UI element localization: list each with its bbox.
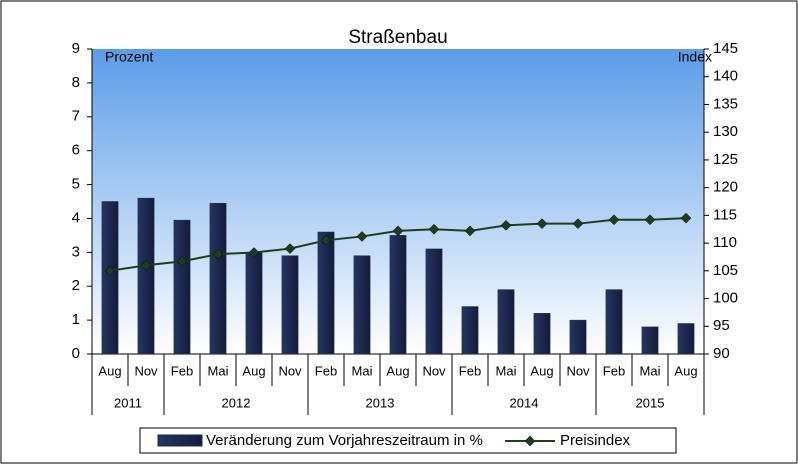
bar	[497, 289, 515, 355]
x-tick-label: Feb	[171, 363, 193, 378]
line-marker	[176, 256, 188, 267]
line-marker	[248, 247, 260, 258]
y2-tick-label: 120	[713, 179, 738, 196]
group-label: 2011	[114, 395, 142, 410]
bar	[569, 319, 587, 355]
line-marker	[680, 212, 692, 224]
bar	[137, 197, 155, 355]
line-marker	[428, 223, 440, 235]
group-label: 2013	[366, 395, 395, 410]
y2-tick-label: 125	[713, 151, 738, 168]
y-axis-title: Prozent	[105, 49, 153, 65]
line-marker	[572, 218, 584, 230]
y2-tick-label: 140	[713, 68, 738, 85]
x-tick-label: Feb	[459, 363, 481, 378]
legend-swatch	[157, 434, 203, 447]
bar	[101, 201, 119, 355]
x-tick-label: Feb	[603, 363, 625, 378]
line-marker	[284, 243, 296, 254]
line-marker	[536, 218, 548, 230]
legend	[139, 427, 677, 454]
bar	[461, 306, 479, 355]
bar	[209, 202, 227, 355]
group-label: 2015	[636, 395, 665, 410]
x-tick-label: Aug	[386, 363, 409, 378]
y-tick-label: 5	[72, 176, 80, 193]
y-tick-label: 1	[72, 311, 80, 328]
y-tick-label: 0	[72, 345, 80, 362]
x-tick-label: Feb	[315, 363, 337, 378]
bar	[533, 313, 551, 355]
group-label: 2012	[222, 395, 251, 410]
bar	[281, 255, 299, 355]
y2-tick-label: 100	[713, 290, 738, 307]
x-tick-label: Mai	[352, 363, 373, 378]
bar	[425, 248, 443, 355]
x-tick-label: Mai	[496, 363, 517, 378]
x-tick-label: Nov	[134, 363, 158, 378]
line-marker	[212, 248, 224, 260]
x-tick-label: Nov	[278, 363, 302, 378]
y-tick-label: 9	[72, 40, 80, 57]
y2-tick-label: 95	[713, 317, 730, 334]
bar	[173, 219, 191, 355]
y2-tick-label: 135	[713, 95, 738, 112]
x-tick-label: Nov	[422, 363, 446, 378]
y-tick-label: 7	[72, 108, 80, 125]
group-label: 2014	[510, 395, 539, 410]
y-tick-label: 6	[72, 142, 80, 159]
x-tick-label: Aug	[242, 363, 265, 378]
line-marker	[392, 225, 404, 237]
y-tick-label: 8	[72, 74, 80, 91]
y2-tick-label: 105	[713, 262, 738, 279]
x-tick-label: Aug	[530, 363, 553, 378]
x-tick-label: Mai	[640, 363, 661, 378]
y2-tick-label: 145	[713, 40, 738, 57]
legend-swatch	[524, 435, 536, 447]
bar	[605, 289, 623, 355]
y2-tick-label: 130	[713, 123, 738, 140]
line-marker	[608, 214, 620, 226]
bar	[677, 323, 695, 355]
line-marker	[140, 259, 152, 271]
line-marker	[500, 219, 512, 231]
line-marker	[644, 214, 656, 226]
line-marker	[356, 231, 368, 242]
bar	[641, 326, 659, 355]
x-tick-label: Nov	[566, 363, 590, 378]
bar	[353, 255, 371, 355]
bar	[317, 231, 335, 355]
bar	[245, 252, 263, 355]
x-tick-label: Aug	[98, 363, 121, 378]
chart-title: Straßenbau	[348, 27, 447, 48]
y-tick-label: 2	[72, 277, 80, 294]
legend-label: Preisindex	[560, 432, 631, 449]
y-tick-label: 3	[72, 243, 80, 260]
y2-tick-label: 90	[713, 345, 730, 362]
y2-tick-label: 115	[713, 206, 737, 223]
y-tick-label: 4	[72, 209, 80, 226]
y2-tick-label: 110	[713, 234, 737, 251]
x-tick-label: Aug	[674, 363, 697, 378]
line-marker	[104, 265, 116, 277]
line-marker	[320, 234, 332, 246]
bar	[389, 235, 407, 355]
y2-axis-title: Index	[678, 49, 712, 65]
legend-label: Veränderung zum Vorjahreszeitraum in %	[206, 432, 483, 449]
line-marker	[464, 225, 476, 237]
x-tick-label: Mai	[208, 363, 229, 378]
